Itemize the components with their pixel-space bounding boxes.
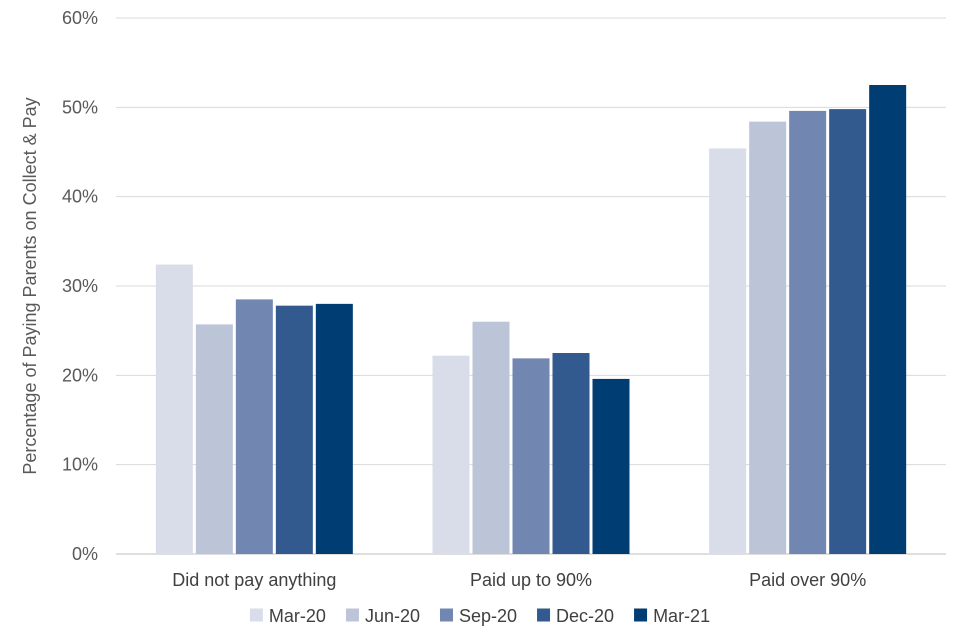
- y-tick-label: 30%: [62, 276, 98, 296]
- y-tick-label: 20%: [62, 365, 98, 385]
- bar-sep-20: [512, 358, 550, 554]
- y-tick-label: 50%: [62, 97, 98, 117]
- legend-label: Jun-20: [365, 606, 420, 626]
- x-category-label: Paid up to 90%: [470, 570, 592, 590]
- legend-label: Dec-20: [556, 606, 614, 626]
- bar-mar-20: [155, 264, 193, 554]
- y-axis-title: Percentage of Paying Parents on Collect …: [20, 97, 40, 474]
- y-tick-label: 40%: [62, 187, 98, 207]
- x-category-label: Paid over 90%: [749, 570, 866, 590]
- legend-label: Sep-20: [459, 606, 517, 626]
- bar-jun-20: [749, 121, 787, 555]
- bar-mar-21: [869, 85, 907, 554]
- bar-jun-20: [472, 321, 510, 554]
- y-tick-label: 60%: [62, 8, 98, 28]
- bar-mar-20: [432, 355, 470, 554]
- bar-mar-21: [592, 378, 630, 554]
- bar-dec-20: [552, 353, 590, 554]
- x-axis-categories: Did not pay anything Paid up to 90% Paid o…: [172, 570, 866, 590]
- bar-dec-20: [275, 305, 313, 554]
- legend-label: Mar-21: [653, 606, 710, 626]
- legend-swatch: [537, 608, 551, 622]
- bar-dec-20: [829, 109, 867, 555]
- bar-jun-20: [195, 324, 233, 554]
- legend: Mar-20 Jun-20 Sep-20 Dec-20 Mar-21: [249, 606, 710, 626]
- bar-sep-20: [235, 299, 273, 554]
- legend-swatch: [634, 608, 648, 622]
- bars: [155, 85, 907, 555]
- y-axis-ticks: 0% 10% 20% 30% 40% 50% 60%: [62, 8, 98, 564]
- bar-mar-20: [709, 148, 747, 554]
- legend-swatch: [249, 608, 263, 622]
- y-tick-label: 10%: [62, 455, 98, 475]
- y-tick-label: 0%: [72, 544, 98, 564]
- legend-label: Mar-20: [269, 606, 326, 626]
- legend-swatch: [439, 608, 453, 622]
- bar-mar-21: [315, 303, 353, 554]
- legend-swatch: [345, 608, 359, 622]
- x-category-label: Did not pay anything: [172, 570, 336, 590]
- bar-sep-20: [789, 110, 827, 554]
